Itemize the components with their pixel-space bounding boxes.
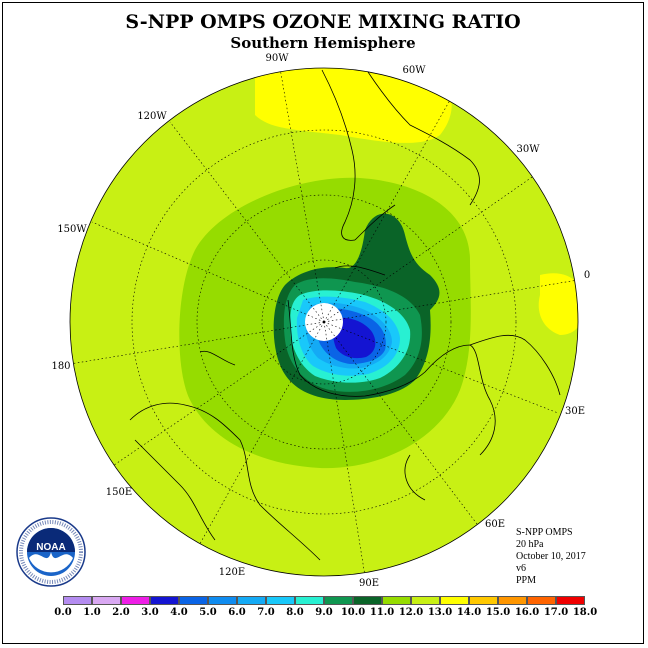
colorbar-segment xyxy=(411,596,440,605)
colorbar-segment xyxy=(121,596,150,605)
colorbar-tick-label: 15.0 xyxy=(485,607,511,618)
colorbar-segment xyxy=(527,596,556,605)
colorbar-tick-label: 5.0 xyxy=(199,607,217,618)
south-pole-point xyxy=(322,320,326,324)
meridians xyxy=(70,68,578,576)
colorbar-tick-label: 1.0 xyxy=(83,607,101,618)
lon-label-60e: 60E xyxy=(485,519,505,530)
colorbar-ticks: 0.0 1.0 2.0 3.0 4.0 5.0 6.0 7.0 8.0 9.0 10.0 11.0 12… xyxy=(0,607,648,621)
colorbar-segment xyxy=(208,596,237,605)
map-boundary xyxy=(69,67,579,577)
noaa-logo-text: NOAA xyxy=(36,542,65,553)
colorbar-segment xyxy=(92,596,121,605)
lon-label-90w: 90W xyxy=(265,53,289,64)
colorbar-tick-label: 6.0 xyxy=(228,607,246,618)
field-12-13-right xyxy=(538,273,578,335)
colorbar-tick-label: 13.0 xyxy=(427,607,453,618)
lon-label-60w: 60W xyxy=(402,65,426,76)
colorbar-tick-label: 18.0 xyxy=(572,607,598,618)
lon-label-150w: 150W xyxy=(57,224,87,235)
colorbar-segment xyxy=(556,596,585,605)
colorbar-segment xyxy=(324,596,353,605)
noaa-logo-icon: NOAA xyxy=(16,517,86,587)
colorbar-tick-label: 2.0 xyxy=(112,607,130,618)
colorbar-tick-label: 7.0 xyxy=(257,607,275,618)
colorbar-tick-label: 10.0 xyxy=(340,607,366,618)
colorbar-segment xyxy=(498,596,527,605)
info-version: v6 xyxy=(516,563,526,574)
colorbar xyxy=(63,596,585,606)
info-units: PPM xyxy=(516,575,537,586)
colorbar-segment xyxy=(295,596,324,605)
colorbar-segment xyxy=(150,596,179,605)
lon-label-90e: 90E xyxy=(359,578,379,589)
figure-title: S-NPP OMPS OZONE MIXING RATIO xyxy=(125,11,521,33)
colorbar-segment xyxy=(440,596,469,605)
colorbar-tick-label: 16.0 xyxy=(514,607,540,618)
colorbar-tick-label: 17.0 xyxy=(543,607,569,618)
colorbar-tick-label: 12.0 xyxy=(398,607,424,618)
lon-label-30w: 30W xyxy=(516,144,540,155)
figure-subtitle: Southern Hemisphere xyxy=(230,34,416,52)
colorbar-tick-label: 8.0 xyxy=(286,607,304,618)
colorbar-segment xyxy=(237,596,266,605)
info-level: 20 hPa xyxy=(516,539,544,550)
colorbar-segment xyxy=(353,596,382,605)
lon-label-150e: 150E xyxy=(106,487,132,498)
lon-label-30e: 30E xyxy=(565,406,585,417)
colorbar-segment xyxy=(63,596,92,605)
info-block: S-NPP OMPS 20 hPa October 10, 2017 v6 PP… xyxy=(516,527,586,587)
coastlines xyxy=(129,69,561,561)
colorbar-tick-label: 11.0 xyxy=(369,607,395,618)
colorbar-tick-label: 9.0 xyxy=(315,607,333,618)
colorbar-segment xyxy=(266,596,295,605)
colorbar-tick-label: 0.0 xyxy=(54,607,72,618)
info-date: October 10, 2017 xyxy=(516,551,586,562)
field-12-13-top xyxy=(255,68,452,143)
longitude-labels: 90W 60W 30W 0 30E 60E 90E 120E 150E 180 … xyxy=(51,53,590,589)
info-instrument: S-NPP OMPS xyxy=(516,527,573,538)
lon-label-120w: 120W xyxy=(137,111,167,122)
ozone-field xyxy=(70,68,578,576)
lon-label-120e: 120E xyxy=(219,567,245,578)
colorbar-tick-label: 3.0 xyxy=(141,607,159,618)
colorbar-segment xyxy=(179,596,208,605)
colorbar-tick-label: 14.0 xyxy=(456,607,482,618)
lon-label-0: 0 xyxy=(584,270,590,281)
latitude-circles xyxy=(131,129,517,515)
colorbar-segment xyxy=(382,596,411,605)
colorbar-segment xyxy=(469,596,498,605)
colorbar-tick-label: 4.0 xyxy=(170,607,188,618)
lon-label-180: 180 xyxy=(51,361,70,372)
